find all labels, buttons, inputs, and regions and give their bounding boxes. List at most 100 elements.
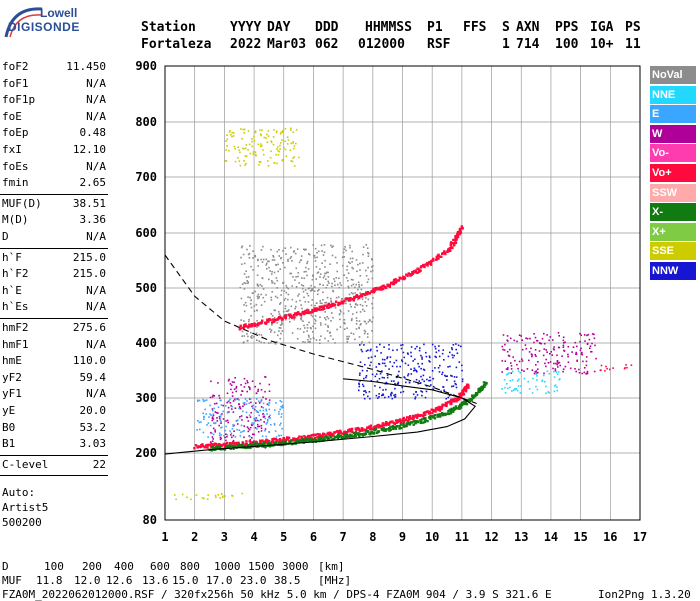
echo-point — [247, 420, 250, 422]
echo-point — [209, 396, 212, 399]
echo-point — [241, 419, 243, 421]
echo-point — [270, 140, 272, 143]
echo-point — [324, 311, 326, 313]
echo-point — [369, 397, 371, 400]
echo-point — [386, 374, 389, 376]
echo-point — [307, 334, 310, 337]
echo-point — [441, 371, 444, 374]
echo-point — [319, 316, 321, 318]
echo-point — [278, 249, 280, 251]
echo-point — [348, 428, 351, 431]
echo-point — [278, 410, 280, 413]
echo-point — [455, 400, 458, 403]
echo-point — [251, 145, 253, 148]
echo-point — [405, 273, 408, 276]
echo-point — [279, 148, 281, 150]
echo-point — [246, 444, 250, 447]
echo-point — [263, 342, 265, 344]
echo-point — [248, 143, 251, 146]
echo-point — [382, 427, 385, 430]
param-value: 12.10 — [72, 143, 106, 156]
echo-point — [243, 282, 245, 284]
echo-point — [314, 304, 316, 307]
echo-point — [410, 421, 413, 424]
echo-point — [328, 433, 331, 437]
param-value: 20.0 — [79, 404, 107, 417]
echo-point — [420, 367, 422, 370]
digisonde-logo-icon — [4, 7, 43, 38]
echo-point — [397, 279, 401, 282]
echo-point — [569, 367, 572, 370]
echo-point — [374, 375, 377, 378]
echo-point — [482, 386, 485, 389]
echo-point — [328, 282, 330, 284]
echo-point — [343, 248, 346, 250]
echo-point — [537, 368, 539, 370]
echo-point — [322, 437, 326, 440]
echo-point — [406, 423, 409, 426]
echo-point — [252, 151, 255, 153]
echo-point — [355, 328, 358, 330]
echo-point — [410, 346, 413, 348]
echo-point — [504, 360, 507, 362]
echo-point — [210, 380, 212, 383]
echo-point — [275, 436, 278, 438]
echo-point — [442, 251, 446, 254]
echo-point — [516, 380, 519, 382]
echo-point — [264, 429, 266, 432]
echo-point — [347, 285, 350, 288]
echo-point — [210, 431, 212, 434]
echo-point — [556, 373, 559, 375]
echo-point — [416, 416, 419, 419]
echo-point — [378, 396, 380, 398]
y-tick-label: 500 — [135, 281, 157, 295]
echo-point — [382, 287, 385, 291]
echo-point — [250, 424, 253, 426]
echo-point — [174, 494, 176, 496]
echo-point — [231, 131, 234, 134]
echo-point — [402, 420, 406, 424]
echo-point — [370, 361, 372, 364]
echo-point — [350, 332, 353, 334]
echo-point — [368, 292, 372, 295]
echo-point — [428, 260, 431, 264]
echo-point — [308, 321, 310, 324]
param-name: D — [2, 230, 9, 243]
echo-point — [282, 281, 285, 284]
echo-point — [361, 298, 364, 300]
echo-point — [415, 391, 417, 393]
header-label: Station — [141, 20, 196, 35]
echo-point — [257, 390, 259, 392]
echo-point — [269, 442, 272, 445]
echo-point — [413, 380, 415, 383]
echo-point — [211, 443, 214, 446]
echo-point — [264, 417, 267, 420]
echo-point — [461, 391, 465, 394]
echo-point — [228, 446, 230, 449]
echo-point — [535, 364, 537, 366]
echo-point — [575, 370, 577, 373]
echo-point — [333, 431, 337, 434]
echo-point — [252, 433, 254, 436]
echo-point — [441, 403, 444, 407]
echo-point — [363, 432, 366, 435]
echo-point — [414, 421, 417, 425]
echo-point — [418, 380, 421, 382]
echo-point — [233, 381, 235, 384]
echo-point — [590, 350, 593, 353]
logo-digisonde-text: DIGISONDE — [8, 20, 80, 34]
echo-point — [284, 314, 288, 317]
echo-point — [401, 386, 404, 389]
echo-point — [294, 307, 296, 310]
echo-point — [418, 349, 421, 352]
echo-point — [606, 367, 608, 370]
echo-point — [624, 367, 626, 369]
echo-point — [275, 153, 277, 156]
echo-point — [556, 361, 559, 363]
echo-point — [276, 318, 279, 321]
echo-point — [332, 245, 334, 248]
echo-point — [243, 403, 246, 406]
echo-point — [333, 280, 336, 283]
echo-point — [292, 316, 296, 319]
echo-point — [213, 407, 215, 410]
